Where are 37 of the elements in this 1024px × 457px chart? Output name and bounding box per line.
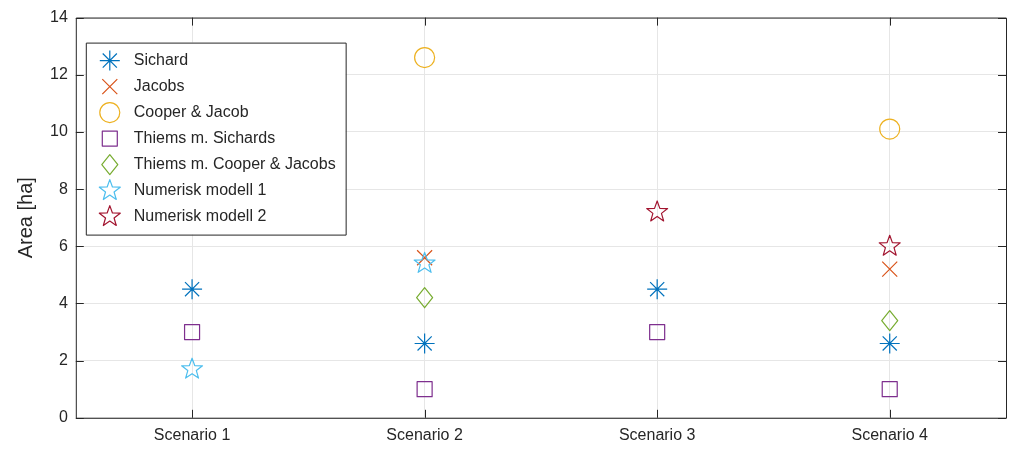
point xyxy=(879,118,901,140)
point xyxy=(881,310,899,332)
point xyxy=(646,278,668,300)
x-tick-label: Scenario 4 xyxy=(851,425,929,443)
legend-label: Numerisk modell 1 xyxy=(133,181,267,199)
point xyxy=(181,278,203,300)
point xyxy=(414,47,436,69)
point xyxy=(181,357,204,379)
y-tick-label: 12 xyxy=(50,65,68,83)
point xyxy=(649,323,666,341)
legend-label: Thiems m. Cooper & Jacobs xyxy=(133,155,336,173)
point xyxy=(879,332,901,355)
legend-label: Sichard xyxy=(133,51,189,69)
x-tick-label: Scenario 3 xyxy=(618,425,696,443)
y-tick-label: 6 xyxy=(58,236,68,254)
legend-label: Jacobs xyxy=(133,77,185,95)
x-tick-label: Scenario 2 xyxy=(386,425,463,443)
point xyxy=(646,200,669,222)
y-tick-label: 0 xyxy=(58,408,68,426)
x-tick-label: Scenario 1 xyxy=(153,425,231,443)
y-tick-label: 2 xyxy=(58,351,68,369)
point xyxy=(416,287,434,309)
legend-label: Numerisk modell 2 xyxy=(133,207,267,225)
y-tick-label: 4 xyxy=(58,293,68,311)
point xyxy=(881,381,898,398)
point xyxy=(413,251,436,273)
point xyxy=(881,261,898,278)
y-tick-label: 10 xyxy=(50,122,68,140)
point xyxy=(414,332,436,355)
y-tick-label: 8 xyxy=(58,179,68,197)
y-axis-title: Area [ha] xyxy=(13,177,36,259)
point xyxy=(416,381,433,398)
point xyxy=(878,234,901,256)
legend-label: Thiems m. Sichards xyxy=(133,129,276,147)
point xyxy=(183,323,201,341)
y-tick-label: 14 xyxy=(50,8,68,26)
legend-label: Cooper & Jacob xyxy=(133,103,249,121)
